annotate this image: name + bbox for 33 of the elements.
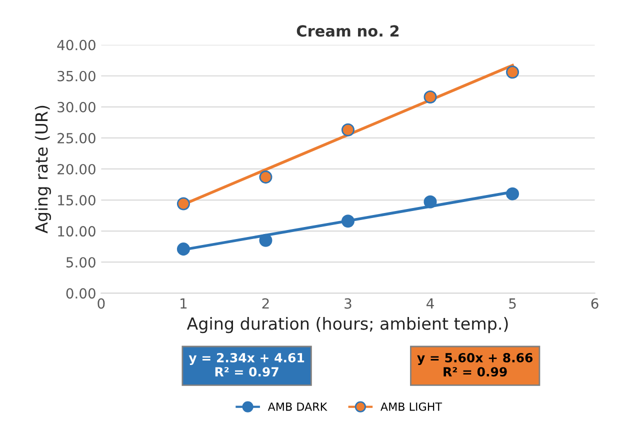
point bbox=[506, 187, 520, 200]
legend-label: AMB LIGHT bbox=[380, 402, 442, 411]
y-tick-label: 40.00 bbox=[57, 40, 96, 50]
x-tick-label: 5 bbox=[509, 298, 516, 309]
x-tick-label: 2 bbox=[262, 298, 269, 309]
x-tick-label: 0 bbox=[98, 298, 105, 309]
point bbox=[259, 170, 272, 184]
x-axis-title: Aging duration (hours; ambient temp.) bbox=[186, 316, 508, 334]
text: y = 2.34x + 4.61 R² = 0.97 bbox=[188, 352, 304, 377]
point bbox=[176, 242, 190, 256]
y-tick-label: 10.00 bbox=[58, 226, 96, 237]
x-tick-label: 1 bbox=[180, 298, 187, 309]
y-tick-label: 35.00 bbox=[58, 70, 96, 82]
x-tick-label: 4 bbox=[426, 298, 434, 309]
point bbox=[424, 195, 437, 208]
point bbox=[341, 214, 354, 228]
point bbox=[259, 234, 272, 247]
x-tick-label: 6 bbox=[591, 298, 598, 309]
chart-title: Cream no. 2 bbox=[296, 25, 399, 37]
y-tick-label: 5.00 bbox=[66, 257, 96, 268]
y-tick-label: 20.00 bbox=[58, 164, 96, 174]
y-axis-title: Aging rate (UR) bbox=[34, 106, 52, 234]
point bbox=[506, 66, 520, 79]
point bbox=[176, 197, 190, 210]
y-tick-label: 25.00 bbox=[58, 132, 96, 144]
point bbox=[424, 90, 437, 104]
legend-label: AMB DARK bbox=[268, 402, 328, 411]
y-tick-label: 30.00 bbox=[58, 102, 96, 112]
y-tick-label: 0.00 bbox=[66, 288, 96, 299]
point bbox=[341, 123, 354, 136]
y-tick-label: 15.00 bbox=[58, 194, 96, 206]
x-tick-label: 3 bbox=[344, 298, 352, 309]
text: y = 5.60x + 8.66 R² = 0.99 bbox=[417, 352, 533, 377]
